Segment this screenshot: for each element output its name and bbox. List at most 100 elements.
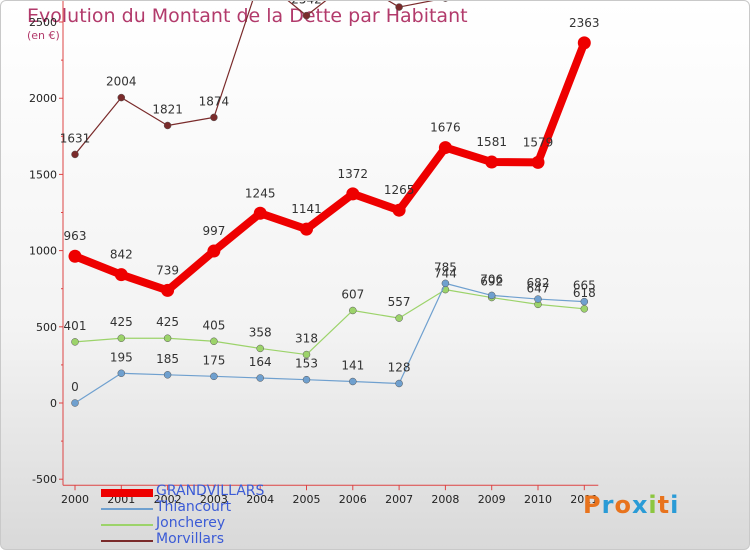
- y-tick-label: 500: [36, 321, 57, 334]
- data-point: [443, 1, 448, 2]
- data-label: 744: [434, 267, 457, 281]
- x-tick-label: 2000: [61, 493, 89, 506]
- data-label: 1874: [199, 94, 230, 108]
- data-label: 1631: [60, 131, 91, 145]
- y-tick-label: 0: [50, 397, 57, 410]
- data-point: [71, 150, 79, 159]
- data-point: [114, 268, 128, 282]
- x-tick-label: 2011: [570, 493, 598, 506]
- data-point: [207, 244, 221, 258]
- logo-letter: t: [657, 491, 671, 519]
- data-label: 185: [156, 352, 179, 366]
- data-point: [256, 374, 264, 382]
- legend-swatch: [101, 489, 153, 497]
- data-label: 1579: [523, 135, 554, 149]
- data-point: [256, 344, 264, 353]
- logo-letter: i: [648, 491, 658, 519]
- chart-subtitle: (en €): [27, 29, 60, 42]
- data-point: [68, 249, 82, 263]
- data-label: 706: [480, 272, 503, 286]
- data-point: [210, 113, 218, 122]
- data-label: 0: [71, 380, 79, 394]
- data-label: 401: [64, 319, 87, 333]
- data-point: [346, 187, 360, 201]
- y-tick-label: 2500: [29, 16, 57, 29]
- data-label: 1245: [245, 186, 276, 200]
- data-point: [163, 371, 172, 379]
- data-point: [580, 297, 589, 306]
- data-label: 318: [295, 332, 318, 346]
- logo-letter: r: [601, 491, 615, 519]
- data-point: [163, 334, 172, 342]
- data-label: 1581: [476, 135, 507, 149]
- series-grandvillars: [68, 36, 591, 297]
- legend-label: Thiancourt: [156, 499, 232, 515]
- data-point: [117, 334, 126, 342]
- series-line: [74, 289, 585, 356]
- data-label: 1372: [338, 167, 369, 181]
- x-tick-label: 2004: [246, 493, 274, 506]
- logo-letter: P: [583, 491, 602, 519]
- data-label: 141: [341, 359, 364, 373]
- legend-swatch: [101, 508, 153, 510]
- x-tick-label: 2007: [385, 493, 413, 506]
- logo-letter: x: [631, 491, 649, 519]
- series-morvillars: [71, 1, 448, 159]
- data-label: 175: [202, 353, 225, 367]
- data-point: [487, 291, 496, 300]
- data-label: 405: [202, 318, 225, 332]
- data-label: 1821: [152, 102, 183, 116]
- y-tick-label: -500: [32, 473, 57, 486]
- data-point: [161, 283, 175, 297]
- data-label: 785: [434, 260, 457, 274]
- data-point: [163, 121, 172, 130]
- data-point: [438, 141, 452, 155]
- data-label: 153: [295, 357, 318, 371]
- data-point: [395, 3, 403, 11]
- data-point: [534, 295, 542, 303]
- proxiti-logo: Proxiti: [583, 491, 679, 519]
- data-point: [253, 206, 267, 220]
- data-label: 618: [573, 286, 596, 300]
- logo-letter: o: [614, 491, 632, 519]
- data-point: [441, 279, 450, 288]
- data-point: [300, 222, 313, 236]
- data-point: [117, 369, 126, 378]
- data-label: 128: [388, 360, 411, 374]
- data-label: 1141: [291, 202, 322, 216]
- x-tick-label: 2009: [478, 493, 506, 506]
- data-label: 647: [527, 281, 550, 295]
- data-label: 997: [202, 224, 225, 238]
- x-tick-label: 2008: [431, 493, 459, 506]
- data-point: [485, 155, 499, 169]
- y-tick-label: 2000: [29, 92, 57, 105]
- data-point: [210, 372, 218, 381]
- data-label: 607: [341, 287, 364, 301]
- series-line: [74, 282, 585, 404]
- legend-swatch: [101, 540, 153, 542]
- data-label: 164: [249, 355, 272, 369]
- data-point: [302, 11, 311, 20]
- legend-label: GRANDVILLARS: [156, 483, 265, 499]
- data-label: 2363: [569, 16, 600, 30]
- data-label: 425: [156, 315, 179, 329]
- legend-label: Morvillars: [156, 531, 224, 547]
- legend-label: Joncherey: [156, 515, 226, 531]
- x-tick-label: 2002: [154, 493, 182, 506]
- data-point: [349, 306, 357, 315]
- data-point: [71, 399, 79, 407]
- data-label: 739: [156, 263, 179, 277]
- x-tick-label: 2005: [293, 493, 321, 506]
- data-point: [302, 350, 311, 359]
- data-label: 963: [64, 229, 87, 243]
- data-label: 692: [480, 275, 503, 289]
- data-label: 358: [249, 325, 272, 339]
- series-line: [74, 1, 434, 155]
- data-label: 665: [573, 279, 596, 293]
- data-label: 682: [527, 276, 550, 290]
- x-tick-label: 2006: [339, 493, 367, 506]
- data-point: [210, 337, 218, 346]
